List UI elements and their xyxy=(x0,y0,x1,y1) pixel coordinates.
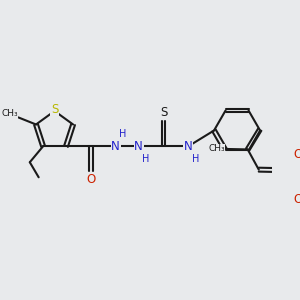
Text: S: S xyxy=(51,103,58,116)
Text: O: O xyxy=(293,193,300,206)
Text: S: S xyxy=(160,106,167,119)
Text: CH₃: CH₃ xyxy=(1,109,18,118)
Text: N: N xyxy=(134,140,143,153)
Text: N: N xyxy=(111,140,120,153)
Text: O: O xyxy=(294,148,300,161)
Text: H: H xyxy=(142,154,149,164)
Text: N: N xyxy=(184,140,193,153)
Text: CH₃: CH₃ xyxy=(208,144,225,153)
Text: H: H xyxy=(119,129,126,139)
Text: O: O xyxy=(86,173,95,187)
Text: H: H xyxy=(192,154,199,164)
